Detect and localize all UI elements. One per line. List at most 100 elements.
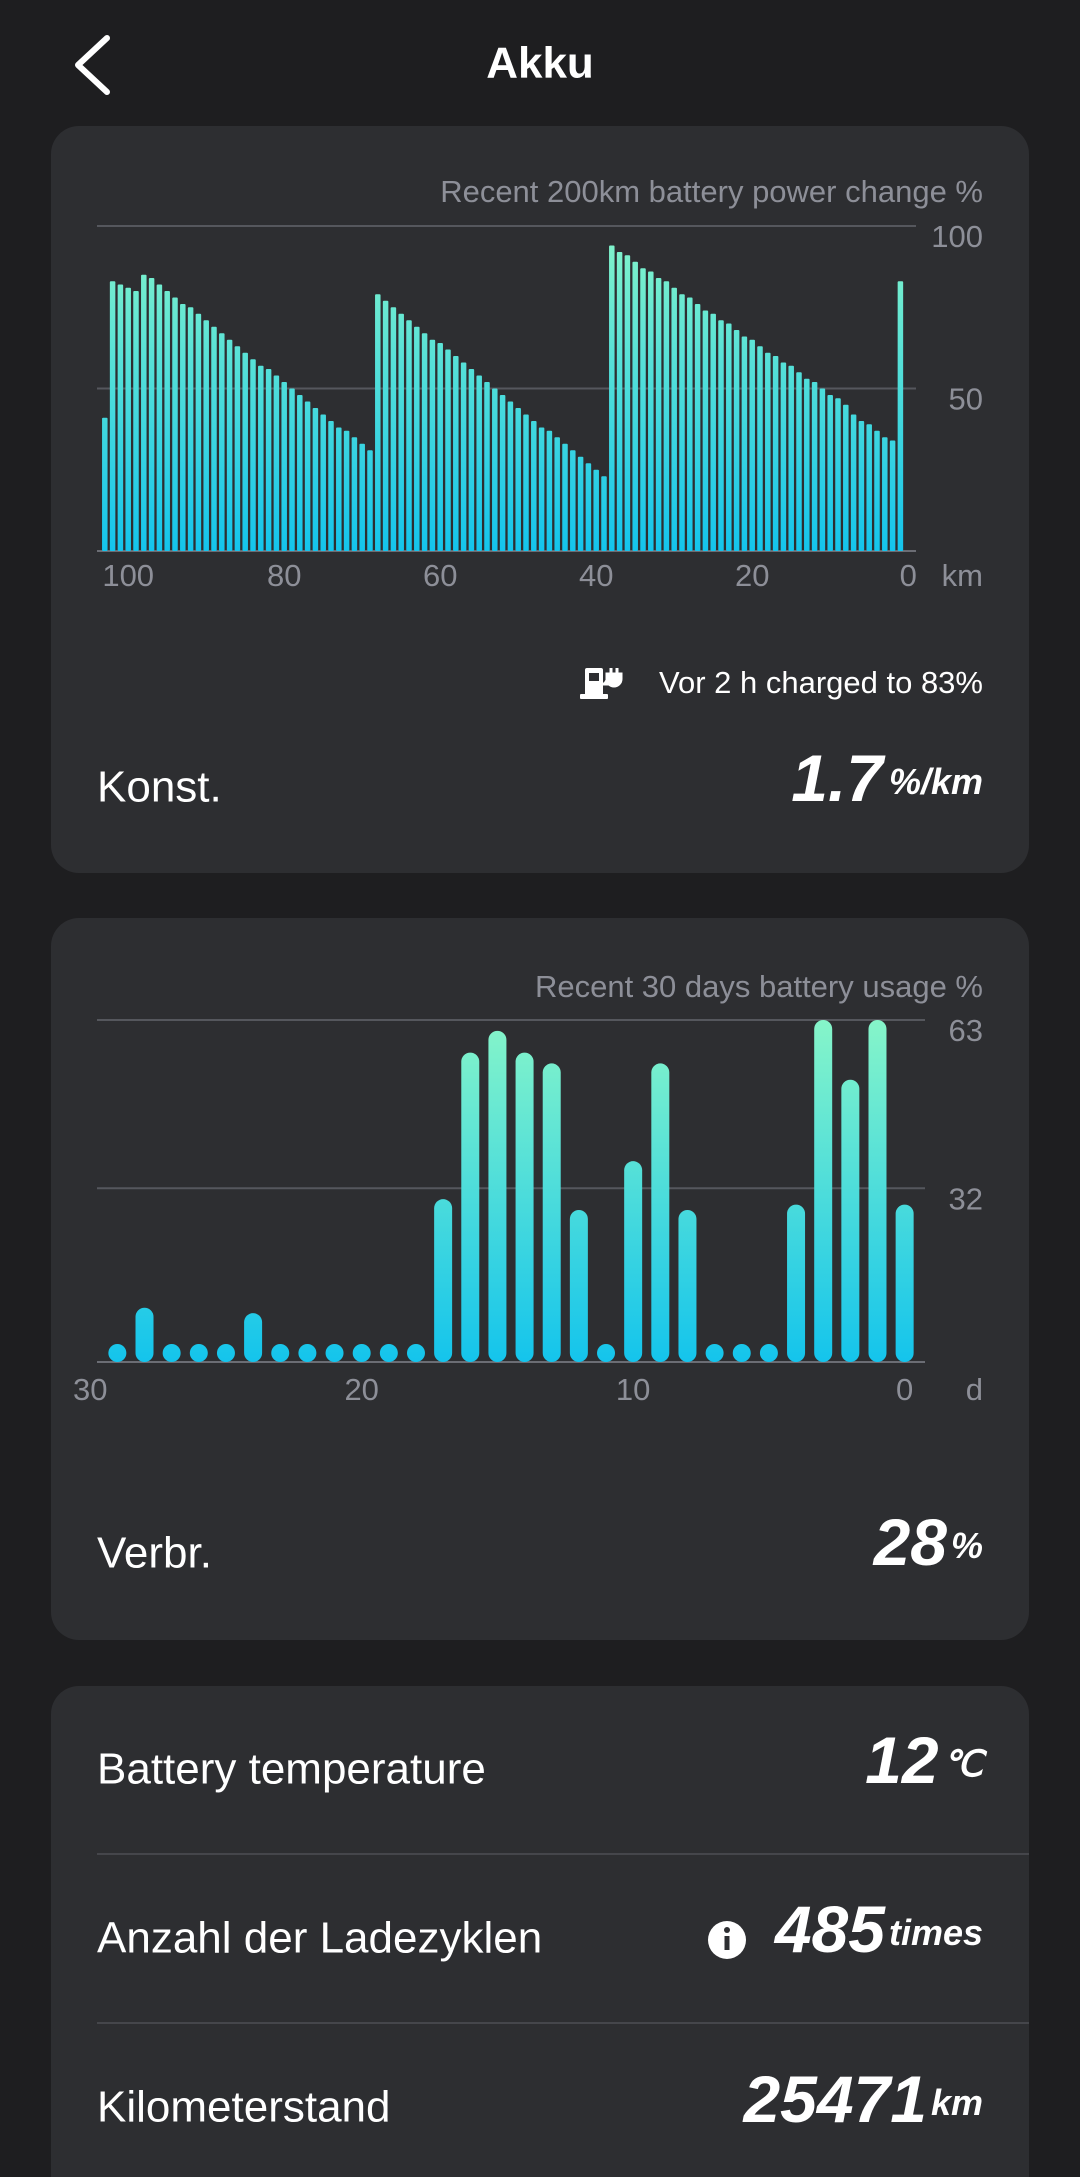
bar [718,320,724,551]
bar [663,281,670,551]
bar [787,1204,806,1362]
unit: % [951,1525,983,1566]
bar [814,1020,833,1362]
bar [379,1344,398,1362]
bar [453,356,459,551]
bar [687,297,693,551]
bar [398,313,404,551]
bar [258,365,264,551]
bar [172,297,178,551]
bar [437,343,443,551]
bar [841,1079,860,1362]
bar [523,414,529,551]
stats-card [51,1686,1029,2177]
usage-card [51,918,1029,1640]
x-axis-label: km [942,558,983,593]
x-tick-label: 80 [267,558,301,593]
bar [889,440,896,551]
bar [694,304,701,551]
bar [597,1344,616,1362]
bar [765,352,771,551]
stat-value: 25471 km [741,2062,983,2136]
x-tick-label: 20 [735,558,769,593]
y-tick-label: 32 [949,1181,983,1216]
bar [593,469,599,551]
back-button[interactable] [75,35,110,95]
bar [195,313,202,551]
bar [336,427,342,551]
bar [367,450,373,551]
bar [351,437,358,551]
stat-label: Anzahl der Ladezyklen [97,1914,542,1963]
bar [375,294,381,551]
bar [819,388,826,551]
bar [382,300,389,551]
bar [796,372,802,551]
x-tick-label: 60 [423,558,457,593]
bar [289,388,295,551]
bar [244,1313,263,1362]
bar [162,1344,181,1362]
bar [733,330,740,551]
bar [616,252,623,551]
bar [133,291,139,551]
bar [421,333,428,551]
bar [554,437,560,551]
bar [780,362,787,551]
info-icon[interactable] [708,1921,746,1959]
bar [234,346,241,551]
bar [678,1210,697,1362]
bar [468,369,475,551]
bar [499,395,506,551]
bar [640,268,646,551]
card-value: 1.7 %/km [791,741,983,815]
bar [297,395,303,551]
bar [705,1344,724,1362]
bar [624,255,631,551]
bar [281,382,287,551]
bar [328,421,334,551]
bar [515,1052,534,1362]
bar [874,430,880,551]
bar [570,450,576,551]
bar [406,320,412,551]
bar [585,463,592,551]
bar [271,1344,290,1362]
bar [562,443,568,551]
x-tick-label: 40 [579,558,613,593]
x-tick-label: 0 [896,1372,913,1407]
bar [108,1344,127,1362]
bar [632,261,638,551]
y-tick-label: 50 [949,382,983,417]
bar [577,456,584,551]
bar [679,294,685,551]
value: 485 [773,1892,886,1966]
bar [850,414,857,551]
bar [542,1063,561,1362]
bar [102,417,108,551]
bar [515,408,521,551]
bar [343,430,350,551]
bar [546,430,553,551]
bar [702,310,709,551]
card-label: Verbr. [97,1529,212,1578]
bar [216,1344,235,1362]
chart-title: Recent 200km battery power change % [440,174,983,209]
usage-chart: Recent 30 days battery usage % 32 63 30 20 10… [73,969,983,1407]
bar [226,339,233,551]
bar [827,395,833,551]
bar [531,421,537,551]
bar [164,291,170,551]
bar [726,323,732,551]
bar [835,398,841,551]
bar [148,278,155,551]
card-label: Konst. [97,763,222,812]
bar [804,378,810,551]
bar [109,281,116,551]
y-tick-label: 100 [931,219,983,254]
bar [189,1344,208,1362]
bar [352,1344,371,1362]
bar [219,333,225,551]
